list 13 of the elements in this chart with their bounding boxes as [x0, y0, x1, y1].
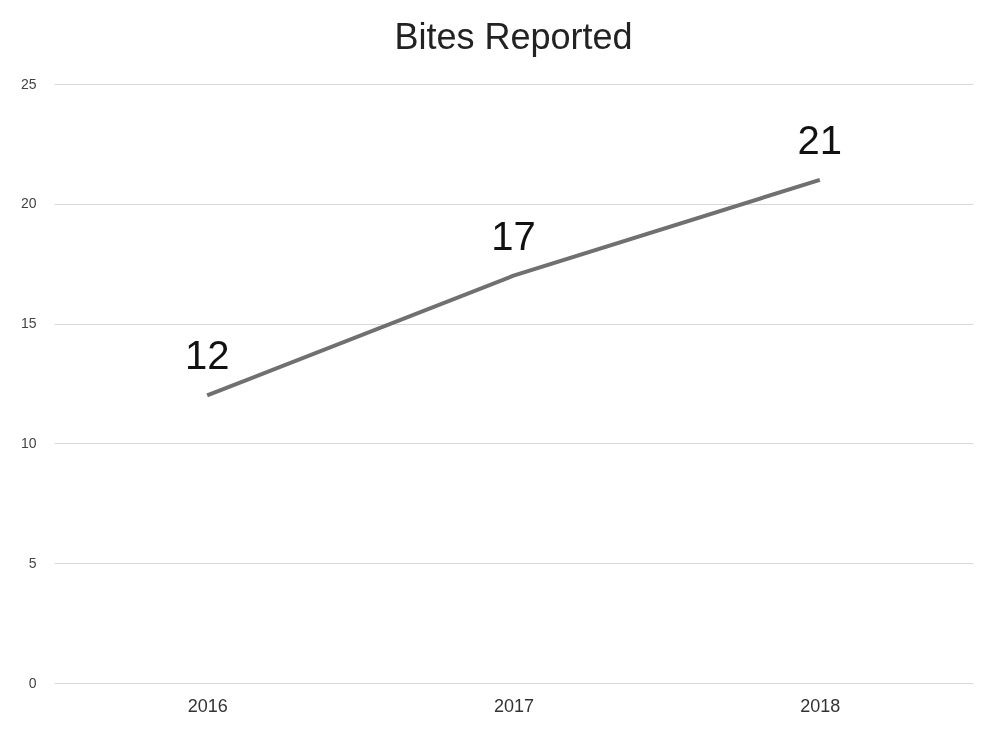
y-tick-label: 20 [20, 195, 37, 212]
x-tick-label: 2017 [493, 695, 535, 716]
data-label: 12 [184, 333, 230, 378]
data-label: 17 [491, 213, 536, 258]
y-tick-label: 5 [28, 554, 37, 571]
x-tick-label: 2018 [800, 695, 841, 716]
y-tick-label: 25 [20, 75, 37, 92]
y-tick-label: 15 [20, 315, 37, 332]
x-tick-label: 2016 [187, 695, 228, 716]
data-label: 21 [797, 117, 843, 162]
y-tick-label: 10 [20, 434, 37, 451]
chart-title: Bites Reported [394, 16, 633, 57]
y-tick-label: 0 [28, 674, 37, 691]
